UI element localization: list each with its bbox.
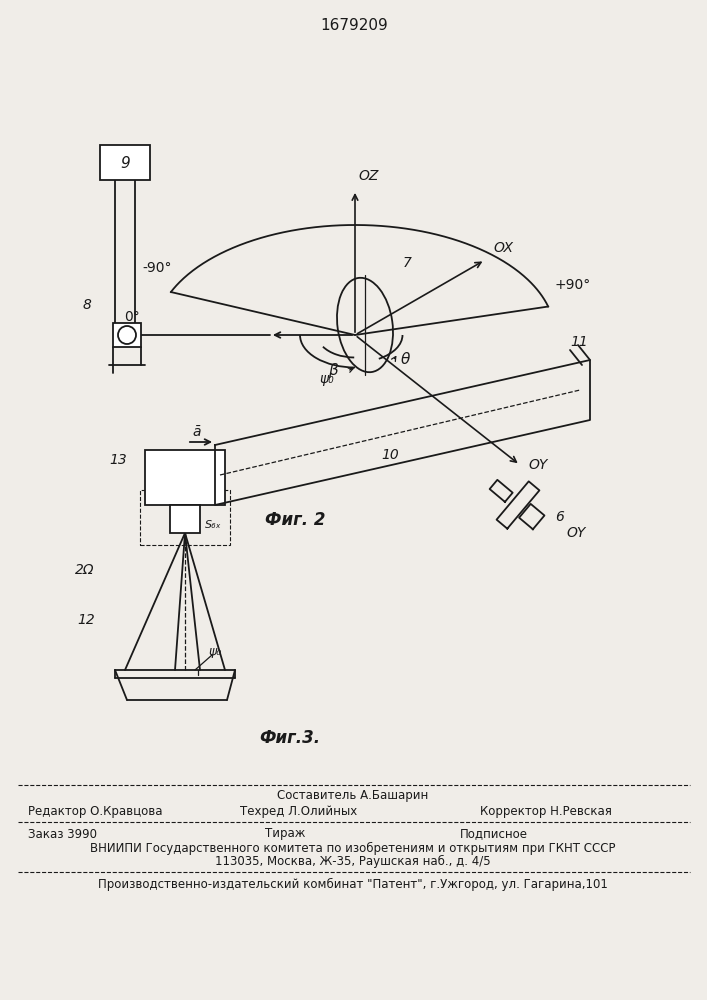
Text: Составитель А.Башарин: Составитель А.Башарин xyxy=(277,790,428,802)
Text: β: β xyxy=(328,362,338,377)
Text: 0°: 0° xyxy=(124,310,140,324)
Text: ψ₀: ψ₀ xyxy=(208,646,221,658)
Text: Подписное: Подписное xyxy=(460,828,528,840)
Text: Заказ 3990: Заказ 3990 xyxy=(28,828,97,840)
Text: Фиг. 2: Фиг. 2 xyxy=(264,511,325,529)
Text: 11: 11 xyxy=(570,335,588,349)
Text: 2Ω: 2Ω xyxy=(75,563,95,577)
Text: Редактор О.Кравцова: Редактор О.Кравцова xyxy=(28,804,163,818)
Text: OZ: OZ xyxy=(358,169,378,183)
Bar xyxy=(113,323,141,347)
Text: -90°: -90° xyxy=(142,261,172,275)
Text: +90°: +90° xyxy=(555,278,591,292)
Text: Тираж: Тираж xyxy=(265,828,305,840)
Text: 113035, Москва, Ж-35, Раушская наб., д. 4/5: 113035, Москва, Ж-35, Раушская наб., д. … xyxy=(215,854,491,868)
Bar xyxy=(145,450,225,505)
Text: 8: 8 xyxy=(83,298,91,312)
Text: ψ₀: ψ₀ xyxy=(320,372,334,386)
Text: 12: 12 xyxy=(77,613,95,627)
Text: 1679209: 1679209 xyxy=(320,18,388,33)
Text: OY: OY xyxy=(528,458,547,472)
Text: ā: ā xyxy=(193,425,201,439)
Bar xyxy=(170,505,200,533)
Text: 7: 7 xyxy=(403,256,412,270)
Bar xyxy=(140,490,230,545)
Text: 9: 9 xyxy=(120,155,130,170)
Bar xyxy=(100,145,150,180)
Text: 6: 6 xyxy=(556,510,564,524)
Text: 13: 13 xyxy=(110,453,127,467)
Text: OY: OY xyxy=(566,526,585,540)
Text: Производственно-издательский комбинат "Патент", г.Ужгород, ул. Гагарина,101: Производственно-издательский комбинат "П… xyxy=(98,877,608,891)
Text: ВНИИПИ Государственного комитета по изобретениям и открытиям при ГКНТ СССР: ВНИИПИ Государственного комитета по изоб… xyxy=(90,841,616,855)
Text: Фиг.3.: Фиг.3. xyxy=(259,729,320,747)
Text: 10: 10 xyxy=(381,448,399,462)
Text: OX: OX xyxy=(493,241,513,255)
Text: Техред Л.Олийных: Техред Л.Олийных xyxy=(240,804,357,818)
Text: S₆ₓ: S₆ₓ xyxy=(205,520,221,530)
Text: Корректор Н.Ревская: Корректор Н.Ревская xyxy=(480,804,612,818)
Text: θ: θ xyxy=(400,352,409,366)
